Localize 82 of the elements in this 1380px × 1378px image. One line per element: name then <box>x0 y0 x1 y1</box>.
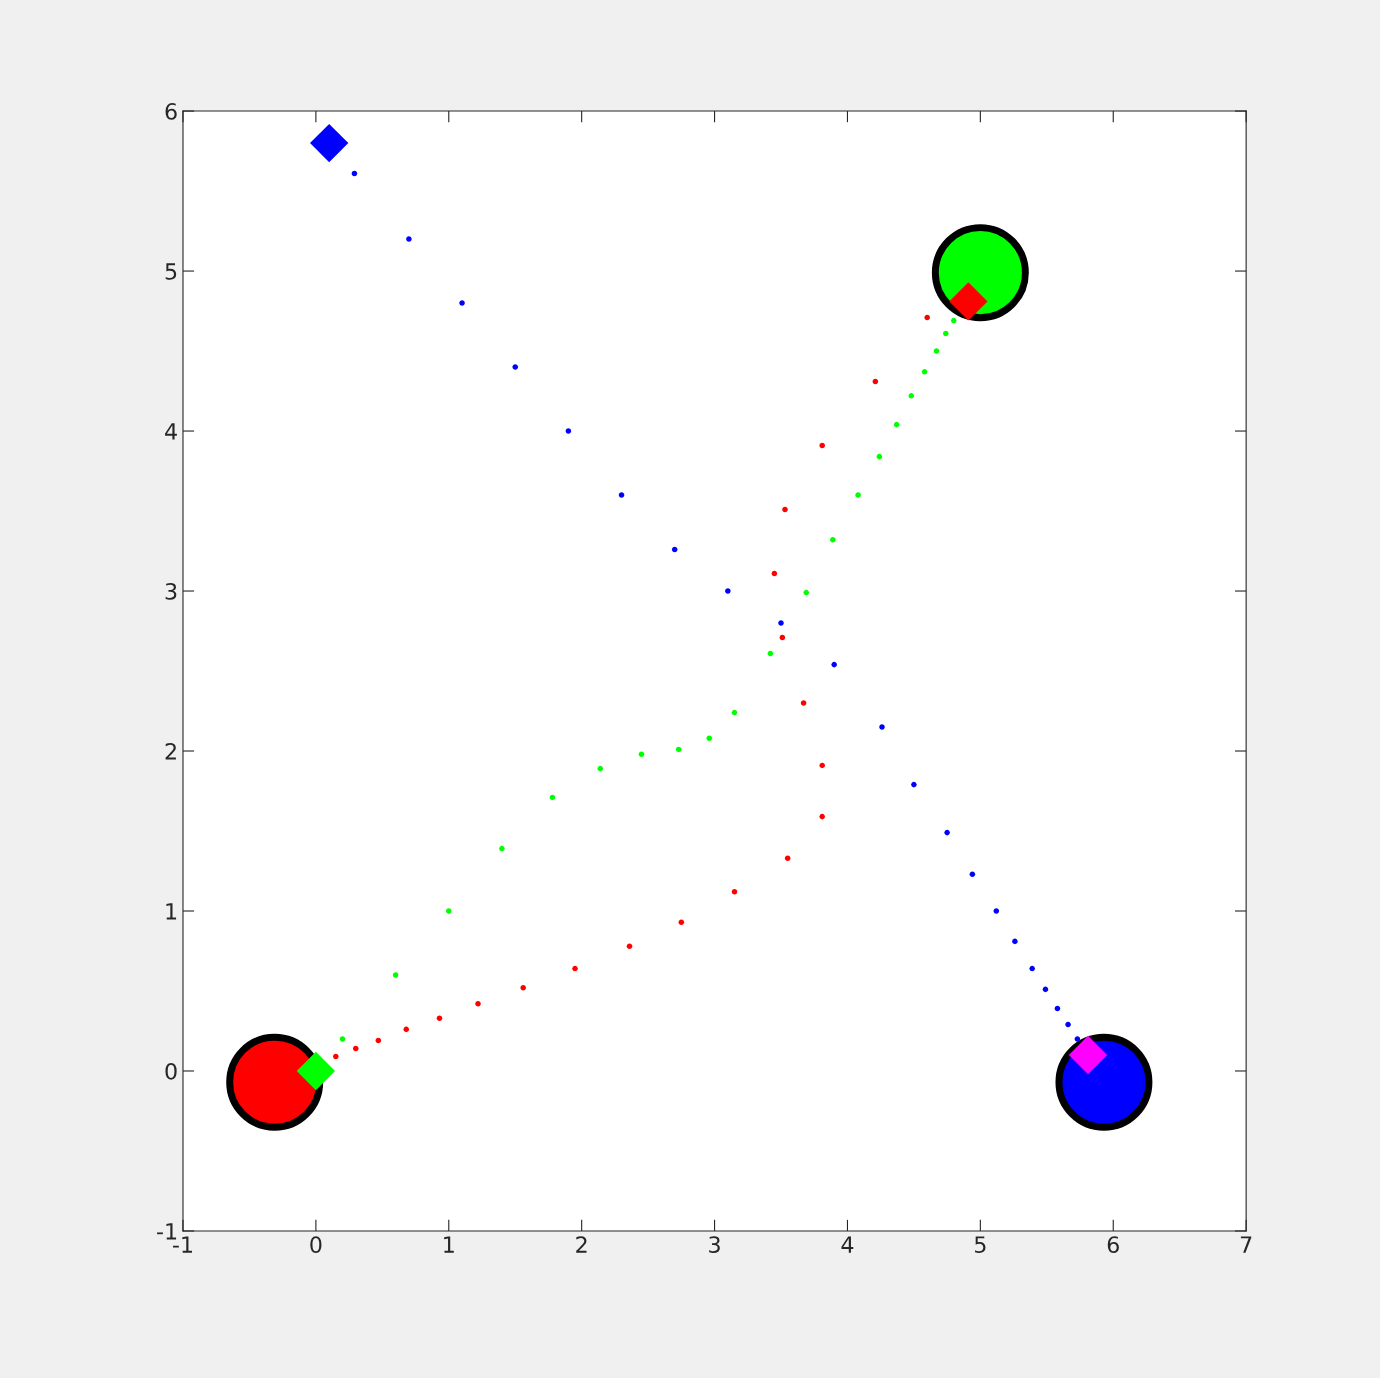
point <box>911 781 917 788</box>
point <box>499 845 505 852</box>
point <box>459 300 465 306</box>
point <box>1068 1035 1108 1075</box>
point <box>819 442 825 449</box>
point <box>933 348 940 354</box>
point <box>924 314 930 321</box>
point <box>436 1015 443 1021</box>
point <box>1054 1005 1061 1012</box>
point <box>779 634 786 641</box>
point <box>725 588 731 594</box>
y-tick-label: 3 <box>165 582 177 600</box>
point <box>949 282 988 321</box>
point <box>784 855 791 861</box>
point <box>351 170 358 177</box>
point <box>819 813 825 820</box>
point <box>597 765 604 772</box>
point <box>819 762 825 769</box>
point <box>392 972 399 978</box>
y-tick-label: 6 <box>165 103 177 120</box>
point <box>1029 965 1035 972</box>
point <box>767 650 774 657</box>
point <box>831 661 837 668</box>
point <box>475 1001 481 1007</box>
point <box>855 492 861 498</box>
point <box>731 709 738 716</box>
x-tick-label: 0 <box>310 1236 322 1254</box>
point <box>1012 938 1018 945</box>
point <box>296 1051 336 1091</box>
y-tick-label: 2 <box>165 742 176 760</box>
point <box>893 421 900 428</box>
point <box>671 546 678 553</box>
point <box>446 908 452 914</box>
point <box>908 393 915 399</box>
point <box>803 589 810 596</box>
y-tick-label: 0 <box>165 1062 177 1080</box>
x-tick-label: 7 <box>1240 1236 1252 1253</box>
point <box>339 1036 346 1042</box>
point <box>520 985 526 991</box>
point <box>872 378 879 385</box>
point <box>1042 986 1049 993</box>
point <box>943 330 949 337</box>
point <box>406 236 412 242</box>
x-tick-label: 5 <box>975 1236 986 1254</box>
y-tick-label: 4 <box>165 423 177 440</box>
point <box>565 428 572 434</box>
point <box>375 1037 382 1044</box>
point <box>778 620 784 626</box>
point <box>333 1053 339 1060</box>
point <box>993 908 1000 914</box>
point <box>1065 1021 1071 1028</box>
point <box>512 364 518 370</box>
point <box>572 965 578 972</box>
point <box>876 453 883 460</box>
point <box>944 829 950 836</box>
point <box>678 919 685 925</box>
point <box>800 700 807 706</box>
y-tick-label: 1 <box>166 903 177 920</box>
point <box>310 123 349 163</box>
point <box>706 735 713 741</box>
point <box>830 537 836 543</box>
point <box>549 794 556 801</box>
point <box>969 871 976 877</box>
point <box>879 724 885 730</box>
point <box>1074 1036 1081 1042</box>
point <box>352 1045 359 1052</box>
point <box>403 1026 410 1033</box>
x-tick-label: 4 <box>841 1236 854 1253</box>
point <box>951 317 957 324</box>
point <box>771 570 778 577</box>
point <box>675 746 682 753</box>
x-tick-label: 1 <box>444 1236 454 1253</box>
point <box>618 492 625 498</box>
x-tick-label: 2 <box>576 1236 587 1253</box>
point <box>626 943 633 949</box>
point <box>731 889 738 895</box>
y-tick-label: 5 <box>165 263 177 280</box>
x-tick-label: 3 <box>709 1236 720 1254</box>
x-tick-label: 6 <box>1107 1236 1119 1254</box>
point <box>921 369 928 375</box>
point <box>638 751 645 757</box>
point <box>782 506 788 513</box>
